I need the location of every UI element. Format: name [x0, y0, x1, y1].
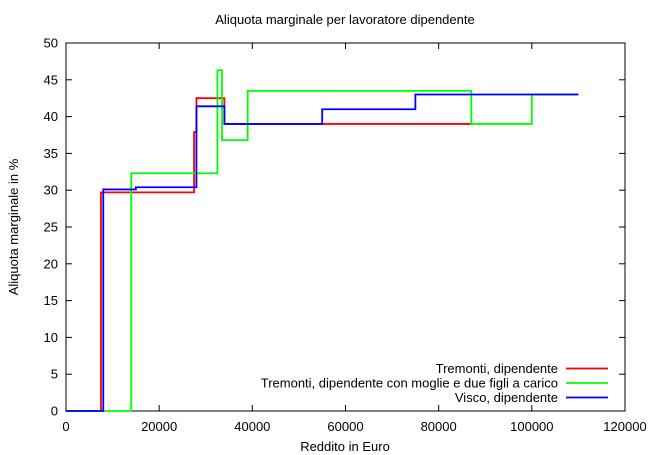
x-axis-label: Reddito in Euro [300, 439, 390, 454]
y-tick-label: 35 [44, 146, 58, 161]
legend-label: Tremonti, dipendente [436, 361, 558, 376]
y-tick-label: 15 [44, 293, 58, 308]
legend-label: Visco, dipendente [455, 390, 558, 405]
plot-frame [65, 42, 626, 412]
chart-title: Aliquota marginale per lavoratore dipend… [215, 12, 474, 27]
y-tick-label: 5 [51, 367, 58, 382]
y-tick-label: 45 [44, 72, 58, 87]
y-tick-label: 30 [44, 183, 58, 198]
y-tick-label: 50 [44, 36, 58, 51]
series-line-1 [66, 97, 472, 412]
y-axis: 0 5 10 15 20 25 30 35 40 45 50 [44, 36, 625, 419]
x-tick-label: 80000 [421, 419, 457, 434]
series-lines [66, 69, 579, 412]
y-tick-label: 20 [44, 256, 58, 271]
x-axis: 0 20000 40000 60000 80000 100000 120000 [62, 43, 647, 434]
x-tick-label: 120000 [603, 419, 646, 434]
x-tick-label: 0 [62, 419, 69, 434]
x-tick-label: 60000 [327, 419, 363, 434]
plot-area [65, 42, 626, 412]
y-tick-label: 25 [44, 220, 58, 235]
series-line-2 [66, 69, 579, 412]
x-tick-label: 100000 [510, 419, 553, 434]
y-tick-label: 10 [44, 330, 58, 345]
x-tick-label: 20000 [141, 419, 177, 434]
legend-label: Tremonti, dipendente con moglie e due fi… [261, 376, 558, 391]
y-tick-label: 40 [44, 109, 58, 124]
x-tick-label: 40000 [234, 419, 270, 434]
y-axis-label: Aliquota marginale in % [6, 158, 21, 295]
series-line-3 [66, 93, 579, 412]
y-tick-label: 0 [51, 404, 58, 419]
